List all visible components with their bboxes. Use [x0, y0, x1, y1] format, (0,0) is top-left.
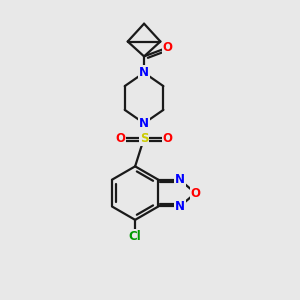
Text: O: O: [115, 132, 125, 145]
Text: O: O: [163, 41, 173, 54]
Text: N: N: [139, 117, 149, 130]
Text: O: O: [163, 132, 173, 145]
Text: N: N: [139, 66, 149, 79]
Text: N: N: [175, 200, 185, 213]
Text: Cl: Cl: [129, 230, 142, 243]
Text: O: O: [190, 187, 200, 200]
Text: N: N: [175, 173, 185, 186]
Text: S: S: [140, 132, 148, 145]
